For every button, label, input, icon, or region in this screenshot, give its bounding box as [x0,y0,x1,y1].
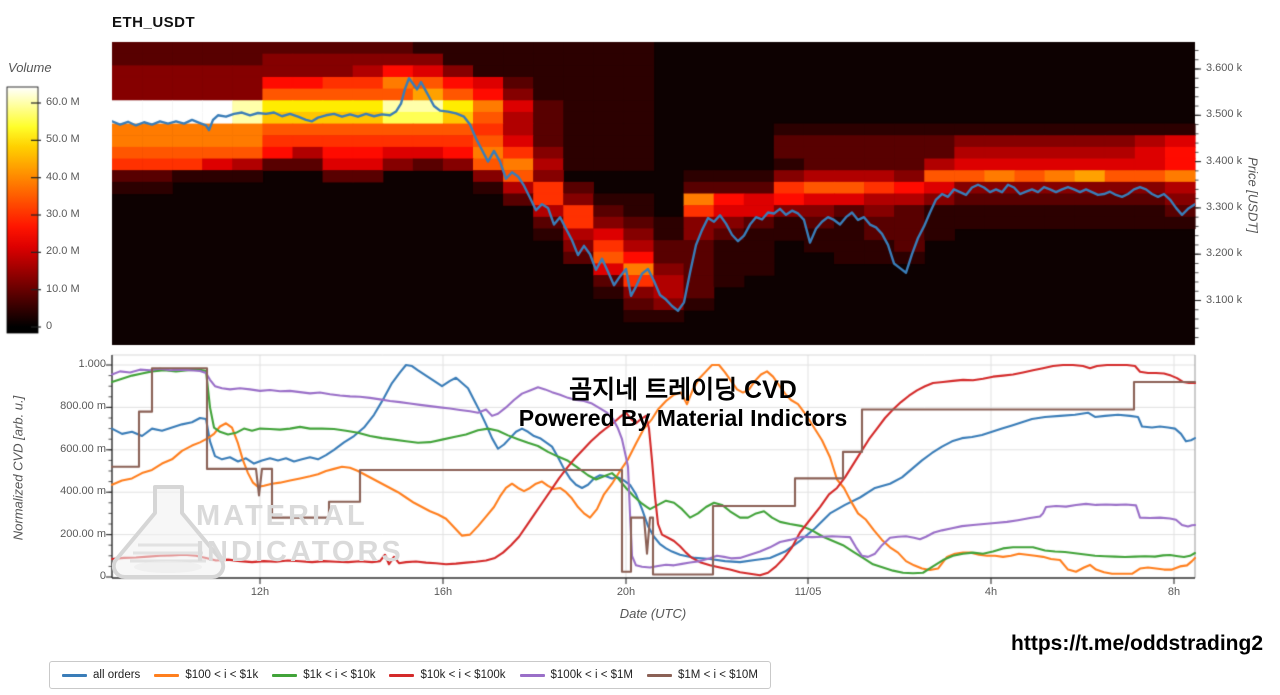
legend-item-label: $100 < i < $1k [185,669,259,681]
legend-swatch [154,673,180,677]
legend-item: $10k < i < $100k [389,669,506,681]
x-tick-label: 16h [433,586,453,598]
legend-item-label: $100k < i < $1M [550,669,633,681]
legend-item-label: $1k < i < $10k [303,669,376,681]
overlay-subtitle: Powered By Material Indictors [518,405,848,431]
colorbar-tick-label: 20.0 M [46,245,80,258]
flask-icon [111,485,226,580]
legend-swatch [62,673,87,677]
colorbar-tick-label: 30.0 M [46,208,80,220]
watermark-line1: MATERIAL [196,500,368,532]
price-tick-label: 3.600 k [1206,62,1243,74]
legend-item-label: $1M < i < $10M [678,669,758,681]
legend-swatch [272,673,298,677]
price-tick-label: 3.300 k [1206,200,1243,213]
cvd-y-tick-label: 0 [99,570,106,582]
colorbar-tick-label: 40.0 M [46,170,80,183]
legend-item: all orders [62,669,140,681]
x-tick-label: 11/05 [794,586,822,598]
cvd-y-tick-label: 800.00 m [60,400,106,413]
colorbar-tick-label: 50.0 M [46,133,80,146]
cvd-y-tick-label: 200.00 m [60,527,106,540]
legend-item: $100 < i < $1k [154,669,258,681]
colorbar-tick-label: 0 [46,320,53,332]
price-tick-label: 3.500 k [1206,108,1243,121]
overlay-title: 곰지네 트레이딩 CVD [569,376,797,404]
colorbar-tick-label: 60.0 M [46,96,80,108]
legend-item: $100k < i < $1M [519,669,633,681]
legend-item-label: $10k < i < $100k [420,669,506,681]
legend-item: $1M < i < $10M [647,669,758,681]
cvd-y-tick-label: 400.00 m [60,485,106,498]
cvd-y-tick-label: 600.00 m [60,442,106,455]
x-tick-label: 12h [250,586,270,598]
watermark-line2: INDICATORS [196,536,404,568]
legend-item: $1k < i < $10k [272,669,375,681]
colorbar-tick-label: 10.0 M [46,282,80,295]
legend-swatch [519,673,545,677]
legend: all orders $100 < i < $1k $1k < i < $10k $1… [49,661,771,689]
price-tick-label: 3.200 k [1206,247,1243,260]
cvd-y-tick-label: 1.000 [78,358,106,370]
legend-swatch [647,673,672,677]
x-tick-label: 20h [616,586,636,598]
date-axis-label: Date (UTC) [619,606,687,621]
price-tick-label: 3.100 k [1206,293,1243,306]
price-tick-label: 3.400 k [1206,154,1243,167]
legend-swatch [389,673,415,677]
telegram-url: https://t.me/oddstrading2 [1011,632,1263,655]
colorbar-label: Volume [8,60,52,75]
legend-item-label: all orders [93,669,141,681]
cvd-y-axis-label: Normalized CVD [arb. u.] [10,395,26,541]
x-tick-label: 4h [984,586,998,598]
x-tick-label: 8h [1167,586,1181,598]
price-axis-label: Price [USDT] [1245,157,1261,233]
chart-title: ETH_USDT [112,14,196,31]
